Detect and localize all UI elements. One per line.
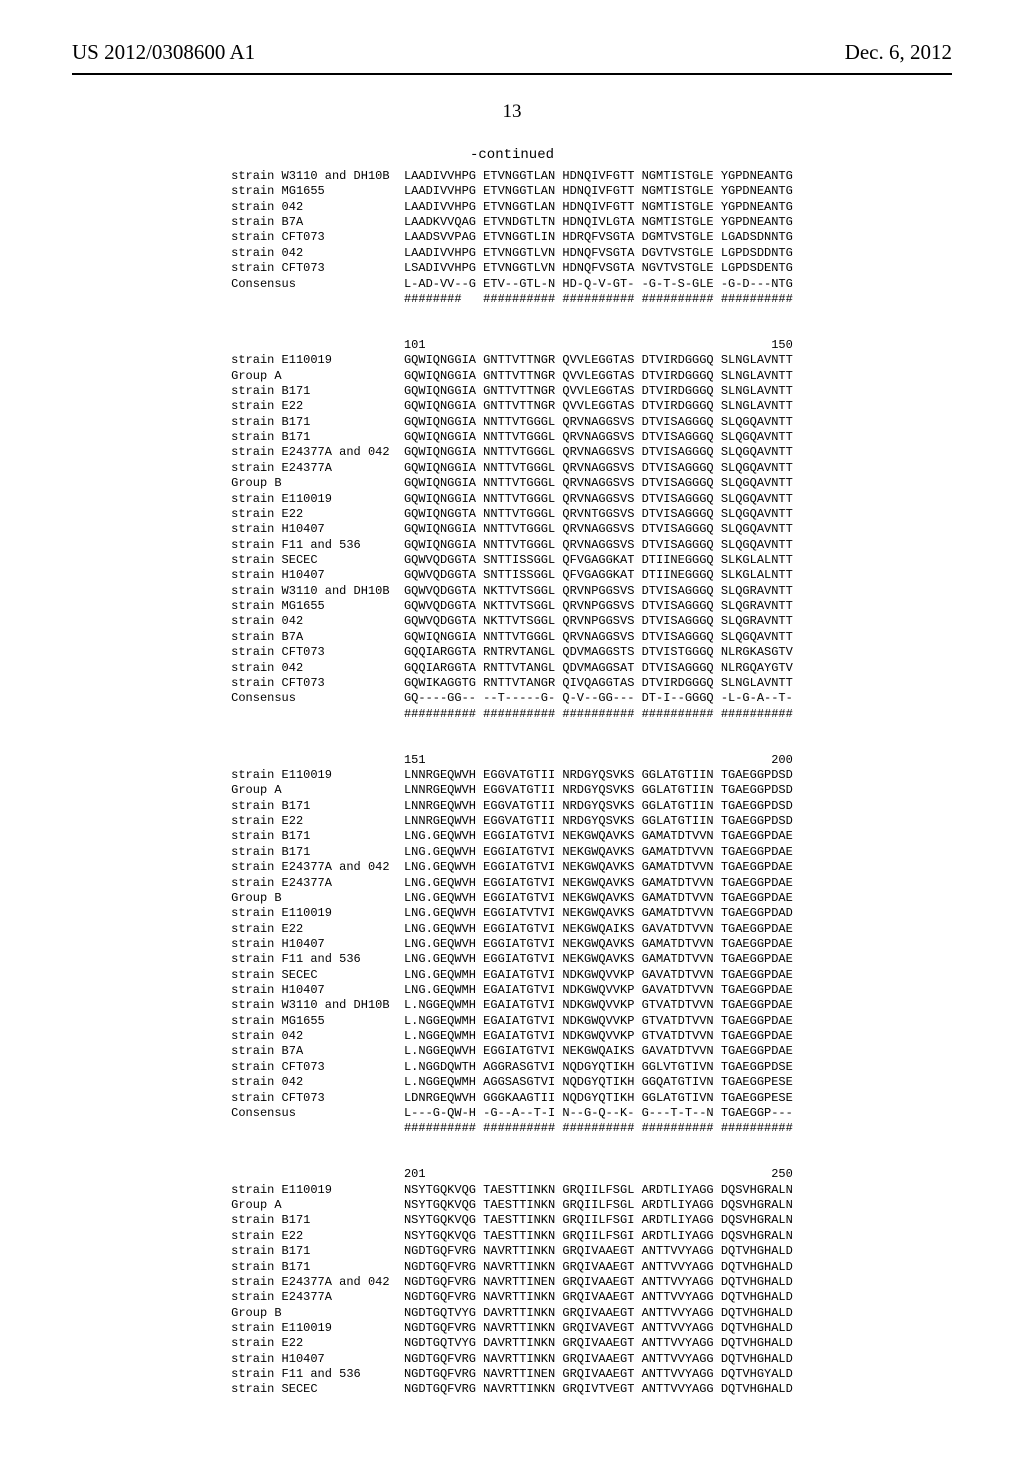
- alignment-body: strain W3110 and DH10B LAADIVVHPG ETVNGG…: [231, 169, 793, 1398]
- header-rule: [72, 73, 952, 75]
- continued-label: -continued: [72, 147, 952, 163]
- page-header: US 2012/0308600 A1 Dec. 6, 2012: [72, 40, 952, 65]
- page-number: 13: [72, 101, 952, 123]
- page: US 2012/0308600 A1 Dec. 6, 2012 13 -cont…: [0, 0, 1024, 1458]
- doc-date: Dec. 6, 2012: [845, 40, 952, 65]
- doc-number: US 2012/0308600 A1: [72, 40, 255, 65]
